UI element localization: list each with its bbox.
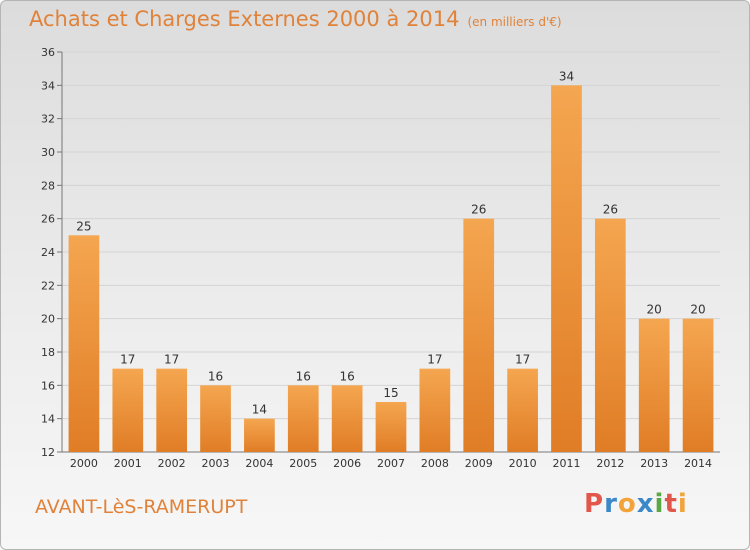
bar-value-label: 20: [690, 303, 705, 317]
chart-title: Achats et Charges Externes 2000 à 2014 (e…: [29, 7, 562, 31]
bar-value-label: 16: [208, 369, 223, 383]
bar-value-label: 15: [383, 386, 398, 400]
y-tick-label: 28: [41, 179, 55, 192]
bar-value-label: 17: [120, 353, 135, 367]
bar-value-labels: 25 17 17 16 14 16 16 15 17 26 17 34 26 20 20: [76, 69, 705, 416]
bar-2005: [287, 385, 319, 452]
y-tick-label: 24: [41, 246, 55, 259]
x-tick-label: 2006: [333, 457, 361, 470]
x-tick-label: 2000: [70, 457, 98, 470]
logo-letter: x: [636, 489, 655, 519]
bar-value-label: 16: [339, 369, 354, 383]
x-tick-label: 2010: [509, 457, 537, 470]
bar-2003: [200, 385, 231, 452]
y-tick-label: 14: [41, 413, 55, 426]
y-tick-label: 18: [41, 346, 55, 359]
bar-value-label: 26: [471, 203, 486, 217]
y-tick-label: 22: [41, 279, 55, 292]
x-tick-label: 2004: [245, 457, 273, 470]
bar-2002: [156, 368, 188, 452]
chart-unit: (en milliers d'€): [467, 15, 562, 29]
y-tick-label: 30: [41, 146, 55, 159]
bar-2006: [331, 385, 363, 452]
bar-value-label: 17: [164, 353, 179, 367]
bar-value-label: 34: [559, 69, 574, 83]
y-tick-label: 16: [41, 379, 55, 392]
bar-2009: [463, 218, 495, 452]
bar-value-label: 26: [603, 203, 618, 217]
proxiti-logo: Proxiti: [584, 489, 688, 519]
bar-2007: [375, 402, 407, 452]
bar-value-label: 14: [252, 403, 267, 417]
bar-value-label: 17: [427, 353, 442, 367]
commune-name: AVANT-LèS-RAMERUPT: [35, 496, 248, 518]
bar-2011: [551, 85, 582, 452]
y-tick-label: 12: [41, 446, 55, 459]
logo-letter: o: [617, 489, 637, 519]
x-tick-label: 2005: [289, 457, 317, 470]
x-tick-label: 2008: [421, 457, 449, 470]
x-tick-label: 2001: [114, 457, 142, 470]
x-tick-label: 2012: [596, 457, 624, 470]
y-tick-label: 34: [41, 79, 55, 92]
logo-letter: i: [677, 489, 688, 519]
logo-letter: t: [664, 489, 678, 519]
chart-title-text: Achats et Charges Externes 2000 à 2014: [29, 7, 460, 31]
bar-2004: [244, 418, 275, 452]
x-tick-label: 2011: [552, 457, 580, 470]
bar-2013: [638, 318, 670, 452]
x-tick-label: 2013: [640, 457, 668, 470]
x-tick-label: 2003: [202, 457, 230, 470]
x-tick-labels: 2000 2001 2002 2003 2004 2005 2006 2007 2008 2009…: [70, 457, 712, 470]
y-tick-label: 32: [41, 113, 55, 126]
y-tick-label: 20: [41, 313, 55, 326]
y-tick-label: 36: [41, 46, 55, 59]
bar-value-label: 17: [515, 353, 530, 367]
x-tick-label: 2002: [158, 457, 186, 470]
bar-2010: [507, 368, 538, 452]
y-tick-label: 26: [41, 213, 55, 226]
bar-2001: [112, 368, 144, 452]
logo-letter: r: [604, 489, 618, 519]
bar-value-label: 16: [296, 369, 311, 383]
x-tick-label: 2009: [465, 457, 493, 470]
logo-letter: P: [584, 489, 605, 519]
logo-letter: i: [654, 489, 665, 519]
bars: [68, 85, 714, 452]
y-tick-labels: 12 14 16 18 20 22 24 26 28 30 32 34 36: [41, 46, 55, 459]
x-tick-label: 2007: [377, 457, 405, 470]
bar-2008: [419, 368, 451, 452]
bar-2012: [594, 218, 626, 452]
bar-2014: [682, 318, 714, 452]
bar-value-label: 25: [76, 219, 91, 233]
bar-value-label: 20: [647, 303, 662, 317]
bar-2000: [68, 235, 100, 452]
x-tick-label: 2014: [684, 457, 712, 470]
